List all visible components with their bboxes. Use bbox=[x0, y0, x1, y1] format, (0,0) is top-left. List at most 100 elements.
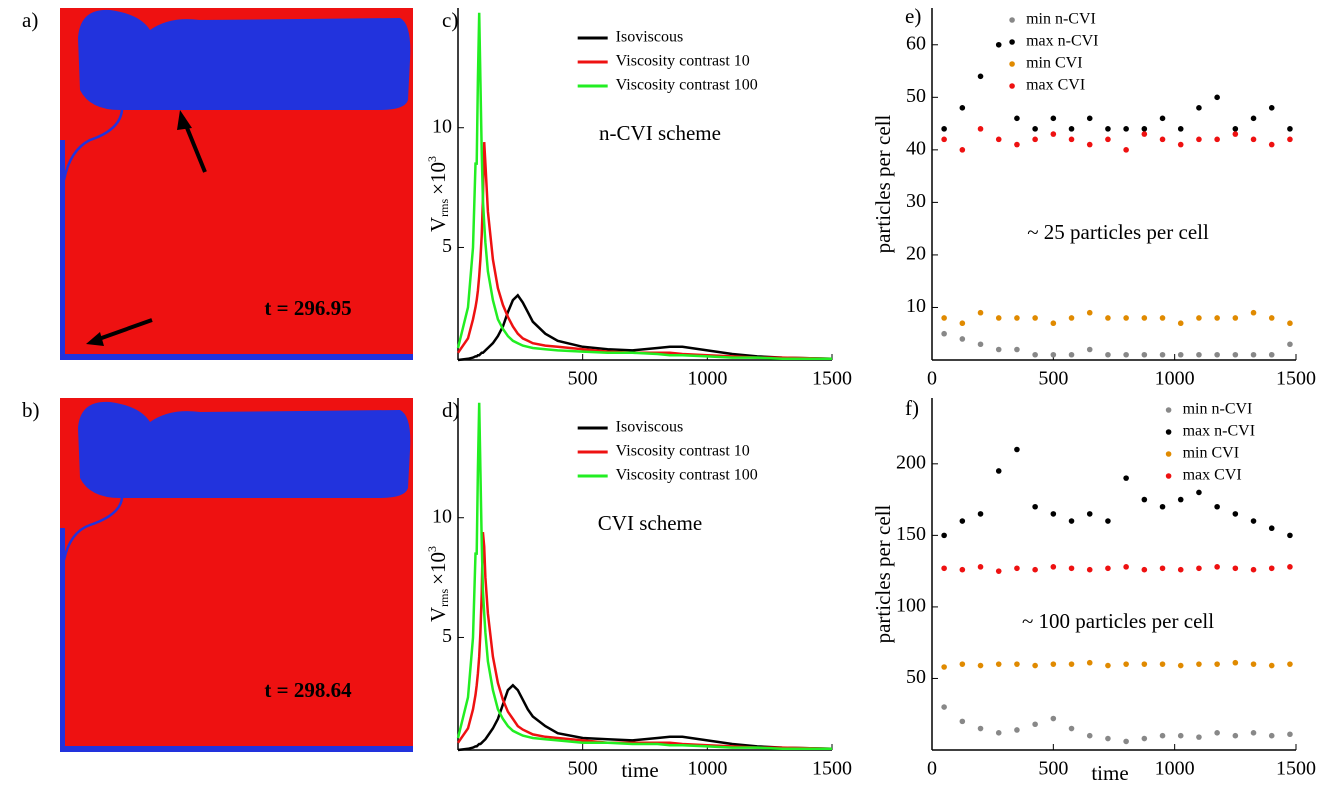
y-label-exp: 3 bbox=[425, 546, 439, 552]
scatter-point bbox=[1032, 566, 1038, 573]
scatter-point bbox=[959, 518, 966, 524]
scatter-point bbox=[1086, 141, 1093, 148]
scatter-point bbox=[941, 704, 947, 710]
y-tick-label: 30 bbox=[906, 190, 926, 212]
scatter-point bbox=[1214, 351, 1220, 358]
scatter-point bbox=[1250, 661, 1257, 667]
x-tick-label: 1000 bbox=[687, 368, 727, 390]
scatter-point bbox=[977, 309, 984, 316]
scatter-point bbox=[977, 725, 984, 732]
legend-marker bbox=[1165, 473, 1172, 479]
legend-label: Viscosity contrast 100 bbox=[616, 77, 758, 94]
panel-label: d) bbox=[442, 398, 460, 422]
legend-label: min CVI bbox=[1026, 55, 1082, 72]
scatter-point bbox=[1032, 503, 1038, 510]
y-tick-label: 5 bbox=[442, 235, 452, 257]
scatter-point bbox=[1105, 518, 1111, 524]
x-tick-label: 1500 bbox=[812, 368, 852, 390]
scatter-point bbox=[959, 147, 966, 153]
scatter-point bbox=[1141, 131, 1148, 137]
scatter-point bbox=[977, 341, 984, 348]
scatter-point bbox=[1032, 126, 1038, 132]
x-tick-label: 500 bbox=[1038, 368, 1068, 390]
scatter-point bbox=[1014, 115, 1020, 122]
scatter-point bbox=[1141, 496, 1148, 503]
legend-label: max n-CVI bbox=[1183, 423, 1255, 440]
scatter-point bbox=[1123, 475, 1129, 481]
scatter-point bbox=[1159, 503, 1166, 510]
y-label-main: V bbox=[426, 607, 450, 622]
scatter-point bbox=[959, 718, 966, 725]
scatter-point bbox=[1268, 351, 1275, 358]
x-axis-label: time bbox=[621, 758, 658, 782]
scatter-point bbox=[1214, 315, 1220, 321]
scatter-point bbox=[1196, 105, 1202, 111]
series-line bbox=[456, 142, 833, 361]
x-tick-label: 1000 bbox=[1155, 758, 1195, 780]
scatter-point bbox=[1287, 731, 1293, 738]
legend-label: Viscosity contrast 100 bbox=[616, 467, 758, 484]
scatter-point bbox=[1123, 351, 1129, 358]
scatter-point bbox=[1014, 346, 1020, 353]
scatter-point bbox=[1268, 732, 1275, 739]
scatter-point bbox=[1105, 315, 1111, 321]
scatter-point bbox=[1159, 115, 1166, 122]
scatter-point bbox=[1068, 351, 1075, 358]
scatter-point bbox=[1050, 715, 1057, 722]
x-tick-label: 1500 bbox=[812, 758, 852, 780]
scatter-point bbox=[941, 565, 947, 572]
scatter-point bbox=[1086, 115, 1093, 122]
y-label-exp: 3 bbox=[425, 156, 439, 162]
scatter-point bbox=[1068, 315, 1075, 321]
scatter-point bbox=[1232, 351, 1239, 358]
scatter-point bbox=[1232, 511, 1239, 517]
scatter-point bbox=[1068, 136, 1075, 143]
scatter-point bbox=[1086, 511, 1093, 517]
series-line bbox=[456, 12, 832, 361]
scatter-point bbox=[1196, 734, 1202, 740]
scatter-point bbox=[1287, 126, 1293, 132]
x-tick-label: 1000 bbox=[1155, 368, 1195, 390]
scatter-point bbox=[1287, 341, 1293, 348]
series-line bbox=[457, 293, 833, 362]
scatter-point bbox=[1050, 511, 1057, 517]
scatter-point bbox=[1287, 661, 1293, 667]
scatter-point bbox=[1014, 141, 1020, 148]
scatter-point bbox=[1250, 115, 1257, 122]
panel-label: f) bbox=[905, 396, 919, 420]
x-tick-label: 500 bbox=[568, 368, 598, 390]
scatter-point bbox=[977, 126, 984, 132]
x-axis-label: time bbox=[1091, 761, 1128, 785]
blue-body bbox=[78, 401, 411, 498]
blue-body bbox=[78, 9, 411, 110]
legend-marker bbox=[1165, 407, 1172, 413]
scatter-point bbox=[1268, 525, 1275, 532]
y-tick-label: 5 bbox=[442, 625, 452, 647]
arrow-head bbox=[86, 332, 104, 346]
x-tick-label: 500 bbox=[1038, 758, 1068, 780]
scatter-point bbox=[1177, 126, 1184, 132]
legend-label: Isoviscous bbox=[616, 419, 684, 436]
scatter-point bbox=[1141, 315, 1148, 321]
legend-label: Viscosity contrast 10 bbox=[616, 443, 750, 460]
scatter-point bbox=[1232, 659, 1239, 666]
scatter-point bbox=[1287, 564, 1293, 570]
y-axis-label: particles per cell bbox=[871, 114, 895, 253]
scatter-point bbox=[959, 566, 966, 573]
scatter-point bbox=[1177, 351, 1184, 358]
scatter-point bbox=[1014, 661, 1020, 667]
panel-label: a) bbox=[22, 8, 38, 32]
annotation: n-CVI scheme bbox=[599, 121, 721, 145]
scatter-point bbox=[995, 136, 1002, 143]
scatter-point bbox=[995, 468, 1002, 474]
scatter-point bbox=[977, 564, 984, 570]
scatter-point bbox=[995, 730, 1002, 736]
blue-wall bbox=[60, 140, 65, 360]
scatter-point bbox=[1177, 732, 1184, 739]
scatter-point bbox=[1050, 661, 1057, 667]
scatter-point bbox=[959, 105, 966, 111]
scatter-point bbox=[1068, 565, 1075, 572]
annotation: ~ 25 particles per cell bbox=[1027, 220, 1209, 244]
scatter-point bbox=[1268, 565, 1275, 572]
scatter-point bbox=[995, 568, 1002, 574]
